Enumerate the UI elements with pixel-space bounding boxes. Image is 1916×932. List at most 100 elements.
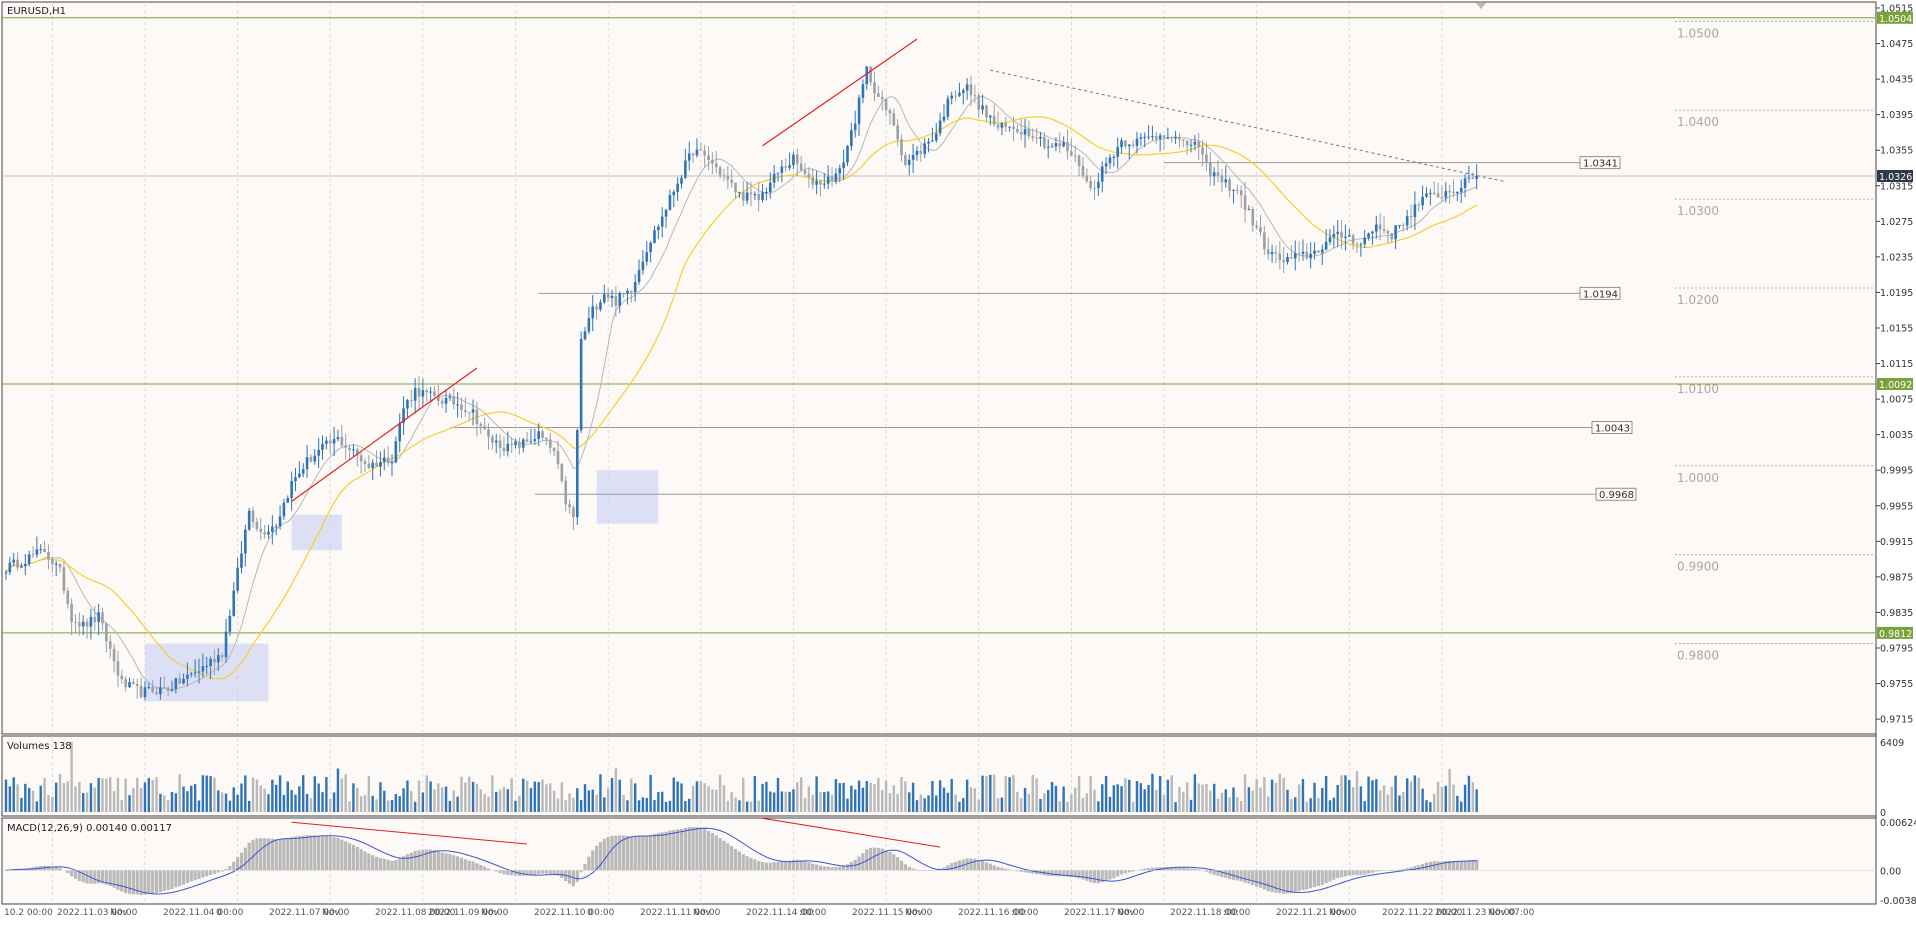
candle-body [1221,176,1224,183]
candle-body [684,161,687,178]
volume-bar [271,780,273,812]
candle-body [275,526,278,527]
macd-histogram-bar [441,852,444,870]
volume-bar [298,786,300,812]
macd-histogram-bar [124,870,127,893]
candle-body [1028,129,1031,136]
macd-histogram-bar [132,870,135,894]
volume-bar [399,796,401,812]
candle-body [1317,251,1320,253]
candle-body [217,655,220,662]
volume-bar [900,777,902,812]
round-level-label: 1.0000 [1677,471,1719,485]
macd-histogram-bar [414,851,417,870]
candle-body [329,441,332,444]
volume-bar [518,796,520,812]
volume-bar [723,785,725,812]
volume-bar [700,781,702,812]
candle-body [703,151,706,156]
candle-body [225,632,228,657]
candle-body [1352,235,1355,244]
candle-body [395,441,398,462]
macd-histogram-bar [1240,870,1243,881]
macd-histogram-bar [425,850,428,871]
volume-bar [43,778,45,812]
volume-bar [707,786,709,812]
price-panel[interactable] [2,2,1876,734]
macd-histogram-bar [147,870,150,894]
volume-bar [808,786,810,812]
volume-bar [1456,796,1458,812]
macd-histogram-bar [541,870,544,873]
candle-body [1186,141,1189,146]
candle-body [1124,140,1127,146]
volume-bar [758,801,760,812]
macd-histogram-bar [1089,870,1092,882]
candle-body [974,95,977,96]
volume-bar [734,798,736,812]
volume-bar [746,802,748,812]
volume-bar [1364,801,1366,812]
volume-bar [1263,777,1265,812]
macd-histogram-bar [719,838,722,870]
volume-bar [202,775,204,812]
highlight-box[interactable] [292,515,342,551]
candle-body [368,464,371,468]
candle-body [850,130,853,146]
candle-body [267,532,270,535]
volume-bar [1124,778,1126,812]
candle-body [1070,151,1073,155]
macd-histogram-bar [815,865,818,871]
candle-body [1394,225,1397,239]
volume-bar [1012,775,1014,812]
candle-body [398,423,401,441]
price-scale-label: 1.0355 [1880,146,1913,157]
volume-bar [680,783,682,812]
macd-histogram-bar [626,836,629,871]
volume-bar [1221,793,1223,812]
price-scale-label: 1.0155 [1880,324,1913,335]
candle-body [1410,216,1413,217]
price-scale-label: 1.0315 [1880,181,1913,192]
volume-bar [182,787,184,812]
macd-histogram-bar [309,835,312,870]
candle-body [1375,225,1378,232]
highlight-box[interactable] [597,470,659,523]
volume-bar [584,784,586,812]
macd-histogram-bar [456,856,459,870]
volume-bar [1174,802,1176,812]
macd-histogram-bar [363,851,366,870]
volume-bar [1209,791,1211,812]
volume-bar [962,798,964,812]
candle-body [1460,188,1463,192]
macd-histogram-bar [1348,870,1351,875]
candle-body [460,404,463,410]
macd-histogram-bar [1124,870,1127,873]
volume-bar [974,788,976,812]
candle-body [1325,242,1328,250]
macd-histogram-bar [1467,860,1470,870]
macd-histogram-bar [259,838,262,870]
macd-histogram-bar [120,870,123,891]
volume-bar [642,797,644,812]
macd-histogram-bar [167,870,170,890]
candle-body [1464,178,1467,188]
volume-bar [827,791,829,812]
candle-body [148,687,151,688]
volume-bar [128,795,130,812]
volume-bar [715,790,717,812]
macd-histogram-bar [1332,870,1335,879]
time-axis-label: 2022.11.16 00:00 [958,908,1039,918]
volume-bar [935,796,937,812]
volume-bar [676,781,678,812]
macd-histogram-bar [649,835,652,871]
candle-body [483,426,486,429]
volume-bar [275,785,277,812]
volume-bar [572,798,574,812]
macd-histogram-bar [213,870,216,873]
candle-body [190,674,193,675]
macd-histogram-bar [1317,870,1320,886]
candle-body [1402,225,1405,226]
